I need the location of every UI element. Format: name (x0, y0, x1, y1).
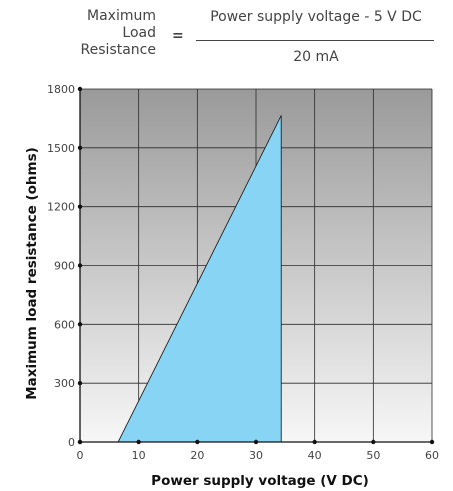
y-tick-dot-600 (77, 322, 83, 327)
x-tick-dot-30 (253, 439, 259, 445)
x-tick-labels: 0 10 20 30 40 50 60 (77, 449, 440, 462)
formula-lhs-line2: Load (122, 25, 156, 41)
x-tick-label-30: 30 (249, 449, 263, 462)
y-tick-label-0: 0 (68, 436, 75, 449)
x-tick-label-0: 0 (77, 449, 84, 462)
y-tick-label-300: 300 (54, 377, 75, 390)
x-tick-label-40: 40 (308, 449, 322, 462)
axes (77, 86, 435, 445)
formula-numerator: Power supply voltage - 5 V DC (210, 9, 422, 25)
x-tick-dot-10 (136, 439, 141, 445)
formula-equals: = (172, 28, 184, 44)
x-tick-label-20: 20 (190, 449, 204, 462)
x-tick-label-60: 60 (425, 449, 439, 462)
x-tick-dot-50 (371, 439, 376, 445)
y-tick-label-900: 900 (54, 260, 75, 273)
y-tick-label-600: 600 (54, 318, 75, 331)
y-tick-dot-900 (77, 263, 83, 268)
y-tick-label-1200: 1200 (47, 201, 75, 214)
y-axis-title: Maximum load resistance (ohms) (24, 147, 40, 400)
y-tick-dot-1200 (77, 204, 83, 209)
y-tick-dot-1500 (77, 145, 83, 151)
formula-lhs: Maximum Load Resistance (36, 8, 156, 59)
x-tick-label-10: 10 (132, 449, 146, 462)
formula-denominator: 20 mA (293, 49, 339, 65)
x-tick-dot-60 (429, 439, 435, 445)
y-tick-dot-1800 (77, 86, 83, 92)
y-tick-labels: 0 300 600 900 1200 1500 1800 (47, 83, 75, 449)
formula-lhs-line3: Resistance (80, 42, 156, 58)
x-tick-dot-20 (195, 439, 200, 445)
y-tick-label-1800: 1800 (47, 83, 75, 96)
y-tick-label-1500: 1500 (47, 142, 75, 155)
formula-lhs-line1: Maximum (87, 8, 156, 24)
y-tick-dot-0 (77, 439, 83, 445)
x-tick-dot-40 (312, 439, 317, 445)
x-axis-title: Power supply voltage (V DC) (151, 473, 369, 489)
fraction-bar (196, 40, 434, 41)
x-tick-label-50: 50 (366, 449, 380, 462)
y-tick-dot-300 (77, 380, 83, 386)
